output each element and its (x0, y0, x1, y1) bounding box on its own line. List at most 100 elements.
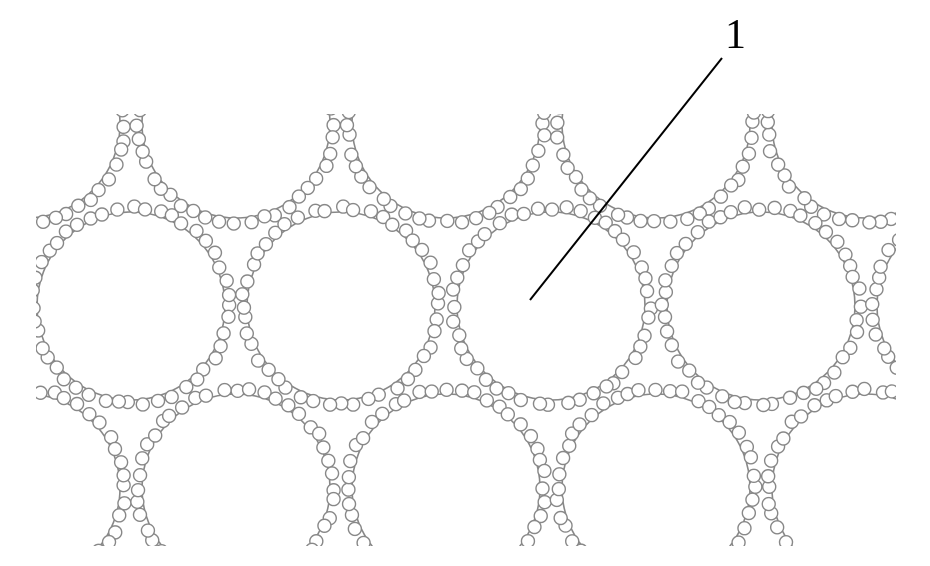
bead-circle (573, 418, 586, 431)
bead-circle (291, 211, 304, 224)
bead-circle (713, 556, 726, 566)
bead-circle (318, 205, 331, 218)
bead-circle (8, 213, 21, 226)
bead-circle (451, 271, 464, 284)
bead-circle (430, 313, 443, 326)
bead-circle (326, 467, 339, 480)
bead-circle (893, 233, 906, 246)
bead-circle (616, 233, 629, 246)
bead-circle (132, 133, 145, 146)
bead-circle (561, 161, 574, 174)
bead-circle (92, 544, 105, 557)
bead-circle (5, 386, 18, 399)
bead-circle (447, 315, 460, 328)
bead-circle (641, 285, 654, 298)
bead-circle (846, 270, 859, 283)
bead-circle (910, 381, 923, 394)
bead-circle (199, 389, 212, 402)
bead-circle (318, 519, 331, 532)
bead-circle (732, 536, 745, 549)
bead-circle (304, 57, 317, 70)
bead-circle (806, 34, 819, 47)
bead-circle (567, 65, 580, 78)
bead-circle (834, 22, 847, 35)
bead-circle (10, 325, 23, 338)
bead-circle (254, 22, 267, 35)
bead-circle (492, 34, 505, 47)
bead-circle (523, 65, 536, 78)
bead-circle (417, 349, 430, 362)
bead-circle (29, 271, 42, 284)
bead-circle (102, 64, 115, 77)
bead-circle (22, 384, 35, 397)
bead-circle (81, 557, 94, 566)
bead-circle (661, 325, 674, 338)
bead-circle (574, 205, 587, 218)
bead-circle (167, 555, 180, 566)
bead-circle (765, 454, 778, 467)
bead-circle (616, 366, 629, 379)
bead-circle (546, 203, 559, 216)
bead-circle (258, 210, 271, 223)
bead-circle (22, 21, 35, 34)
bead-circle (307, 395, 320, 408)
bead-circle (108, 74, 121, 87)
label-1-text: 1 (725, 12, 746, 58)
bead-circle (95, 208, 108, 221)
large-circle (772, 30, 930, 218)
bead-circle (551, 116, 564, 129)
bead-circle (638, 19, 651, 32)
large-circle (877, 212, 930, 400)
bead-circle (780, 536, 793, 549)
bead-circle (209, 352, 222, 365)
bead-circle (222, 310, 235, 323)
bead-circle (281, 33, 294, 46)
bead-circle (514, 54, 527, 67)
bead-circle (724, 206, 737, 219)
bead-circle (115, 143, 128, 156)
bead-circle (413, 212, 426, 225)
bead-circle (324, 147, 337, 160)
bead-circle (432, 286, 445, 299)
bead-circle (850, 314, 863, 327)
bead-circle (683, 364, 696, 377)
bead-circle (597, 397, 610, 410)
bead-circle (810, 382, 823, 395)
bead-circle (866, 313, 879, 326)
bead-circle (180, 381, 193, 394)
bead-circle (103, 536, 116, 549)
bead-circle (890, 361, 903, 374)
bead-circle (691, 226, 704, 239)
bead-circle (383, 36, 396, 49)
bead-circle (869, 328, 882, 341)
bead-circle (478, 29, 491, 42)
bead-circle (364, 205, 377, 218)
bead-circle (766, 90, 779, 103)
bead-circle (259, 238, 272, 251)
bead-circle (427, 273, 440, 286)
bead-circle (0, 248, 12, 261)
bead-circle (819, 226, 832, 239)
bead-circle (217, 327, 230, 340)
bead-circle (521, 535, 534, 548)
bead-circle (324, 102, 337, 115)
bead-circle (664, 21, 677, 34)
bead-circle (357, 432, 370, 445)
bead-circle (311, 62, 324, 75)
bead-circle (562, 396, 575, 409)
bead-circle (503, 45, 516, 58)
bead-circle (502, 556, 515, 566)
bead-circle (362, 55, 375, 68)
bead-circle (324, 398, 337, 411)
bead-circle (116, 104, 129, 117)
bead-circle (557, 148, 570, 161)
bead-circle (348, 522, 361, 535)
bead-circle (505, 208, 518, 221)
bead-circle (99, 394, 112, 407)
bead-circle (113, 509, 126, 522)
bead-circle (559, 79, 572, 92)
bead-circle (213, 261, 226, 274)
bead-circle (553, 468, 566, 481)
bead-circle (139, 203, 152, 216)
bead-circle (243, 383, 256, 396)
